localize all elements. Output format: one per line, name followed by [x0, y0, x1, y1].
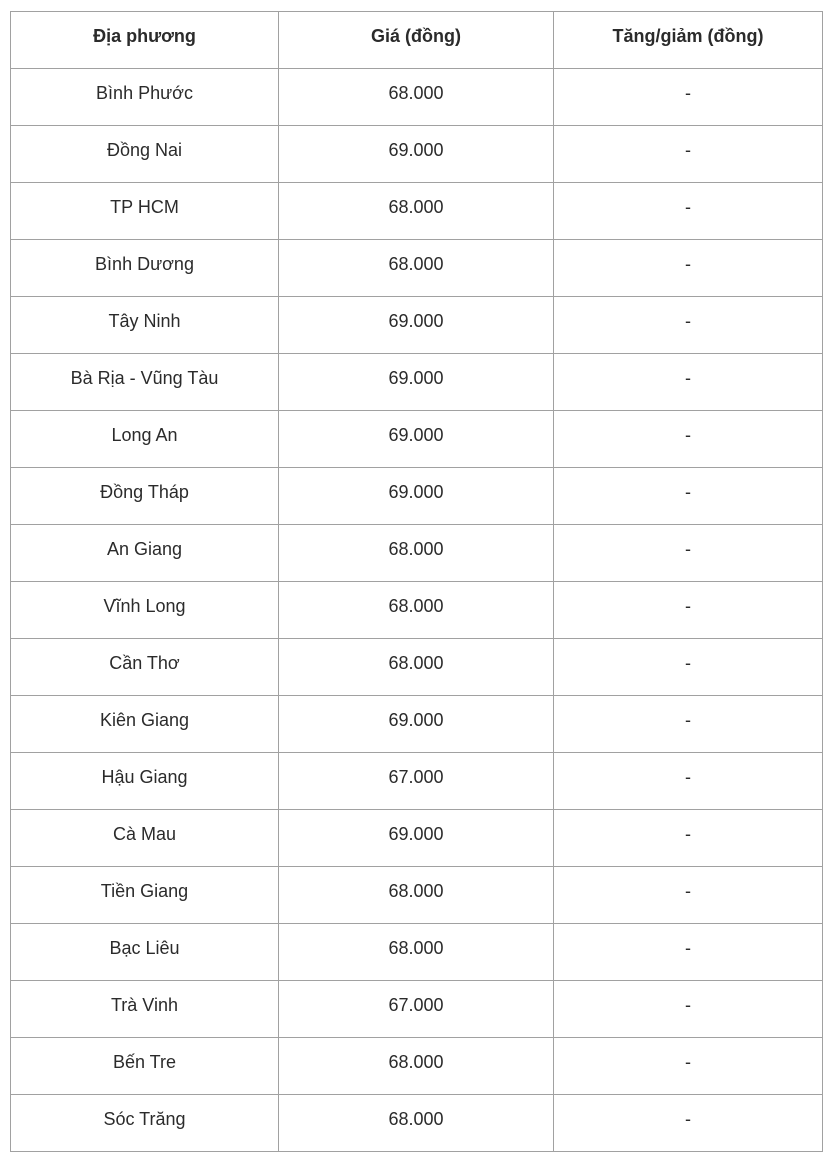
location-cell: Cần Thơ: [10, 638, 279, 696]
change-cell: -: [553, 638, 823, 696]
table-body: Bình Phước 68.000- Đồng Nai 69.000- TP HCM 68…: [10, 68, 823, 1152]
price-cell: 68.000: [278, 866, 554, 924]
price-cell: 69.000: [278, 125, 554, 183]
location-cell: Sóc Trăng: [10, 1094, 279, 1152]
location-cell: Bình Dương: [10, 239, 279, 297]
location-cell: Bến Tre: [10, 1037, 279, 1095]
header-price: Giá (đồng): [278, 11, 554, 69]
change-cell: -: [553, 125, 823, 183]
change-cell: -: [553, 581, 823, 639]
price-cell: 68.000: [278, 182, 554, 240]
change-cell: -: [553, 353, 823, 411]
price-cell: 68.000: [278, 1094, 554, 1152]
header-change: Tăng/giảm (đồng): [553, 11, 823, 69]
table-row: Bến Tre 68.000-: [10, 1037, 823, 1095]
table-row: Hậu Giang 67.000-: [10, 752, 823, 810]
location-cell: Bạc Liêu: [10, 923, 279, 981]
price-cell: 68.000: [278, 524, 554, 582]
change-cell: -: [553, 239, 823, 297]
change-cell: -: [553, 524, 823, 582]
location-cell: Kiên Giang: [10, 695, 279, 753]
location-cell: Vĩnh Long: [10, 581, 279, 639]
location-cell: Hậu Giang: [10, 752, 279, 810]
table-row: Vĩnh Long 68.000-: [10, 581, 823, 639]
table-row: Cà Mau 69.000-: [10, 809, 823, 867]
location-cell: Cà Mau: [10, 809, 279, 867]
price-cell: 68.000: [278, 638, 554, 696]
table-row: TP HCM 68.000-: [10, 182, 823, 240]
change-cell: -: [553, 410, 823, 468]
change-cell: -: [553, 1037, 823, 1095]
table-row: Cần Thơ 68.000-: [10, 638, 823, 696]
price-cell: 68.000: [278, 923, 554, 981]
table-row: Kiên Giang 69.000-: [10, 695, 823, 753]
change-cell: -: [553, 296, 823, 354]
table-row: Sóc Trăng 68.000-: [10, 1094, 823, 1152]
location-cell: Tiền Giang: [10, 866, 279, 924]
price-cell: 68.000: [278, 239, 554, 297]
price-cell: 69.000: [278, 809, 554, 867]
price-cell: 67.000: [278, 980, 554, 1038]
price-cell: 69.000: [278, 410, 554, 468]
change-cell: -: [553, 1094, 823, 1152]
table-row: Long An 69.000-: [10, 410, 823, 468]
table-row: Đồng Nai 69.000-: [10, 125, 823, 183]
change-cell: -: [553, 752, 823, 810]
table-row: Tây Ninh 69.000-: [10, 296, 823, 354]
change-cell: -: [553, 809, 823, 867]
location-cell: TP HCM: [10, 182, 279, 240]
table-row: Bình Dương 68.000-: [10, 239, 823, 297]
table-header: Địa phương Giá (đồng) Tăng/giảm (đồng): [10, 11, 823, 69]
change-cell: -: [553, 695, 823, 753]
table-row: Tiền Giang 68.000-: [10, 866, 823, 924]
location-cell: Đồng Tháp: [10, 467, 279, 525]
location-cell: Đồng Nai: [10, 125, 279, 183]
location-cell: Bà Rịa - Vũng Tàu: [10, 353, 279, 411]
price-cell: 68.000: [278, 68, 554, 126]
header-location: Địa phương: [10, 11, 279, 69]
price-cell: 69.000: [278, 467, 554, 525]
price-table: Địa phương Giá (đồng) Tăng/giảm (đồng) B…: [10, 11, 823, 1152]
price-cell: 67.000: [278, 752, 554, 810]
change-cell: -: [553, 182, 823, 240]
location-cell: Bình Phước: [10, 68, 279, 126]
price-cell: 69.000: [278, 353, 554, 411]
price-cell: 69.000: [278, 296, 554, 354]
price-cell: 68.000: [278, 581, 554, 639]
location-cell: Tây Ninh: [10, 296, 279, 354]
table-row: Bà Rịa - Vũng Tàu 69.000-: [10, 353, 823, 411]
table-row: Đồng Tháp 69.000-: [10, 467, 823, 525]
price-cell: 69.000: [278, 695, 554, 753]
change-cell: -: [553, 923, 823, 981]
table-row: Trà Vinh 67.000-: [10, 980, 823, 1038]
change-cell: -: [553, 68, 823, 126]
table-row: Bạc Liêu 68.000-: [10, 923, 823, 981]
change-cell: -: [553, 467, 823, 525]
location-cell: An Giang: [10, 524, 279, 582]
table-row: An Giang 68.000-: [10, 524, 823, 582]
change-cell: -: [553, 980, 823, 1038]
location-cell: Long An: [10, 410, 279, 468]
table-row: Bình Phước 68.000-: [10, 68, 823, 126]
price-cell: 68.000: [278, 1037, 554, 1095]
location-cell: Trà Vinh: [10, 980, 279, 1038]
header-row: Địa phương Giá (đồng) Tăng/giảm (đồng): [10, 11, 823, 69]
change-cell: -: [553, 866, 823, 924]
